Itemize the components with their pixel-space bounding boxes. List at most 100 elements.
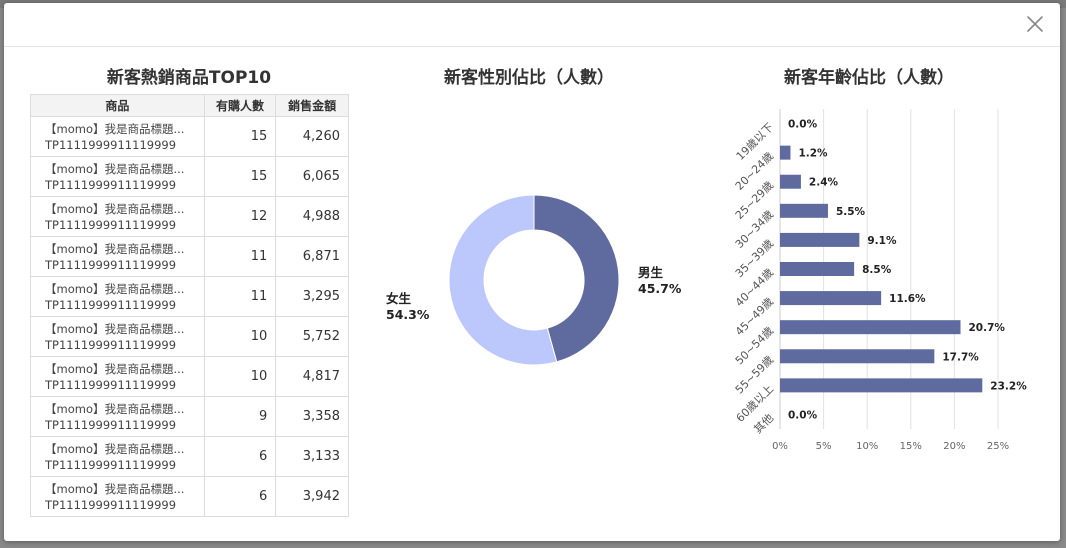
- x-tick-label: 20%: [943, 441, 965, 452]
- product-name: 【momo】我是商品標題...: [45, 481, 185, 496]
- modal-header: [4, 3, 1060, 47]
- male-label: 男生 45.7%: [638, 265, 681, 297]
- bar-value-label: 17.7%: [942, 351, 979, 363]
- table-row: 【momo】我是商品標題... TP1111999911119999 15 4,260: [30, 116, 349, 157]
- sales-cell: 4,988: [275, 196, 349, 237]
- donut-slice-male[interactable]: [533, 194, 620, 363]
- product-cell: 【momo】我是商品標題... TP1111999911119999: [30, 236, 205, 277]
- product-code: TP1111999911119999: [45, 137, 177, 152]
- x-tick-label: 15%: [900, 441, 922, 452]
- product-name: 【momo】我是商品標題...: [45, 121, 185, 136]
- age-bar[interactable]: [780, 232, 860, 247]
- sales-cell: 5,752: [275, 316, 349, 357]
- sales-cell: 6,871: [275, 236, 349, 277]
- table-row: 【momo】我是商品標題... TP1111999911119999 11 3,295: [30, 276, 349, 317]
- bar-value-label: 9.1%: [867, 235, 897, 247]
- bar-value-label: 23.2%: [990, 380, 1027, 392]
- bar-value-label: 5.5%: [836, 206, 866, 218]
- product-code: TP1111999911119999: [45, 337, 177, 352]
- sales-cell: 4,817: [275, 356, 349, 397]
- donut-svg: [448, 194, 620, 366]
- gender-donut-chart: 男生 45.7% 女生 54.3%: [380, 103, 700, 503]
- buyers-cell: 12: [203, 196, 277, 237]
- product-code: TP1111999911119999: [45, 497, 177, 512]
- x-tick-label: 25%: [987, 441, 1009, 452]
- bar-value-label: 1.2%: [798, 148, 828, 160]
- age-bar[interactable]: [780, 203, 828, 218]
- buyers-cell: 10: [203, 316, 277, 357]
- bar-value-label: 20.7%: [969, 322, 1006, 334]
- age-bar[interactable]: [780, 378, 983, 393]
- bar-svg: 0% 5% 10% 15% 20% 25%0.0%19歲以下 1.2%20~24歲 2.4%2…: [732, 109, 1027, 452]
- bar-value-label: 11.6%: [889, 293, 926, 305]
- sales-cell: 3,358: [275, 396, 349, 437]
- x-tick-label: 10%: [856, 441, 878, 452]
- buyers-cell: 6: [203, 436, 277, 477]
- age-title: 新客年齡佔比（人數）: [784, 68, 954, 88]
- age-bar[interactable]: [780, 145, 791, 160]
- buyers-cell: 9: [203, 396, 277, 437]
- table-row: 【momo】我是商品標題... TP1111999911119999 10 5,752: [30, 316, 349, 357]
- sales-cell: 3,295: [275, 276, 349, 317]
- product-name: 【momo】我是商品標題...: [45, 321, 185, 336]
- product-cell: 【momo】我是商品標題... TP1111999911119999: [30, 436, 205, 477]
- sales-cell: 3,942: [275, 476, 349, 517]
- product-name: 【momo】我是商品標題...: [45, 441, 185, 456]
- age-bar[interactable]: [780, 291, 882, 306]
- age-bar[interactable]: [780, 320, 961, 335]
- top10-table: 商品 有購人數 銷售金額 【momo】我是商品標題... TP1111999911…: [30, 94, 349, 517]
- donut-slice-female[interactable]: [448, 194, 558, 366]
- male-name: 男生: [638, 265, 664, 280]
- bar-value-label: 8.5%: [862, 264, 892, 276]
- age-bar[interactable]: [780, 349, 935, 364]
- buyers-cell: 11: [203, 276, 277, 317]
- buyers-cell: 6: [203, 476, 277, 517]
- table-row: 【momo】我是商品標題... TP1111999911119999 15 6,065: [30, 156, 349, 197]
- table-header-row: 商品 有購人數 銷售金額: [30, 94, 349, 117]
- table-row: 【momo】我是商品標題... TP1111999911119999 6 3,942: [30, 476, 349, 517]
- bar-value-label: 0.0%: [788, 119, 818, 131]
- product-name: 【momo】我是商品標題...: [45, 161, 185, 176]
- product-cell: 【momo】我是商品標題... TP1111999911119999: [30, 156, 205, 197]
- product-code: TP1111999911119999: [45, 457, 177, 472]
- table-row: 【momo】我是商品標題... TP1111999911119999 9 3,358: [30, 396, 349, 437]
- bar-value-label: 0.0%: [788, 409, 818, 421]
- buyers-cell: 15: [203, 116, 277, 157]
- sales-cell: 6,065: [275, 156, 349, 197]
- buyers-cell: 15: [203, 156, 277, 197]
- table-row: 【momo】我是商品標題... TP1111999911119999 11 6,871: [30, 236, 349, 277]
- female-name: 女生: [386, 291, 412, 306]
- gender-title: 新客性別佔比（人數）: [444, 68, 614, 88]
- product-cell: 【momo】我是商品標題... TP1111999911119999: [30, 356, 205, 397]
- product-name: 【momo】我是商品標題...: [45, 401, 185, 416]
- product-cell: 【momo】我是商品標題... TP1111999911119999: [30, 316, 205, 357]
- product-cell: 【momo】我是商品標題... TP1111999911119999: [30, 116, 205, 157]
- product-cell: 【momo】我是商品標題... TP1111999911119999: [30, 276, 205, 317]
- table-row: 【momo】我是商品標題... TP1111999911119999 10 4,817: [30, 356, 349, 397]
- product-name: 【momo】我是商品標題...: [45, 201, 185, 216]
- close-icon[interactable]: [1022, 11, 1048, 37]
- product-code: TP1111999911119999: [45, 217, 177, 232]
- stats-modal: 新客熱銷商品TOP10 商品 有購人數 銷售金額 【momo】我是商品標題...…: [4, 3, 1060, 541]
- top10-title: 新客熱銷商品TOP10: [106, 68, 272, 88]
- age-bar[interactable]: [780, 174, 801, 189]
- product-cell: 【momo】我是商品標題... TP1111999911119999: [30, 196, 205, 237]
- buyers-cell: 10: [203, 356, 277, 397]
- product-code: TP1111999911119999: [45, 377, 177, 392]
- table-row: 【momo】我是商品標題... TP1111999911119999 12 4,988: [30, 196, 349, 237]
- product-cell: 【momo】我是商品標題... TP1111999911119999: [30, 476, 205, 517]
- age-bar-chart: 0% 5% 10% 15% 20% 25% 0.0% 19歲以下 1.2% 20~24歲 2.4% 2…: [720, 99, 1040, 459]
- male-percent: 45.7%: [638, 281, 682, 296]
- x-tick-label: 0%: [772, 441, 788, 452]
- y-category-label: 其他: [751, 411, 776, 436]
- product-cell: 【momo】我是商品標題... TP1111999911119999: [30, 396, 205, 437]
- female-label: 女生 54.3%: [386, 291, 429, 323]
- sales-cell: 3,133: [275, 436, 349, 477]
- product-code: TP1111999911119999: [45, 417, 177, 432]
- header-buyers: 有購人數: [203, 94, 277, 117]
- table-row: 【momo】我是商品標題... TP1111999911119999 6 3,133: [30, 436, 349, 477]
- age-bar[interactable]: [780, 262, 855, 276]
- buyers-cell: 11: [203, 236, 277, 277]
- sales-cell: 4,260: [275, 116, 349, 157]
- product-code: TP1111999911119999: [45, 257, 177, 272]
